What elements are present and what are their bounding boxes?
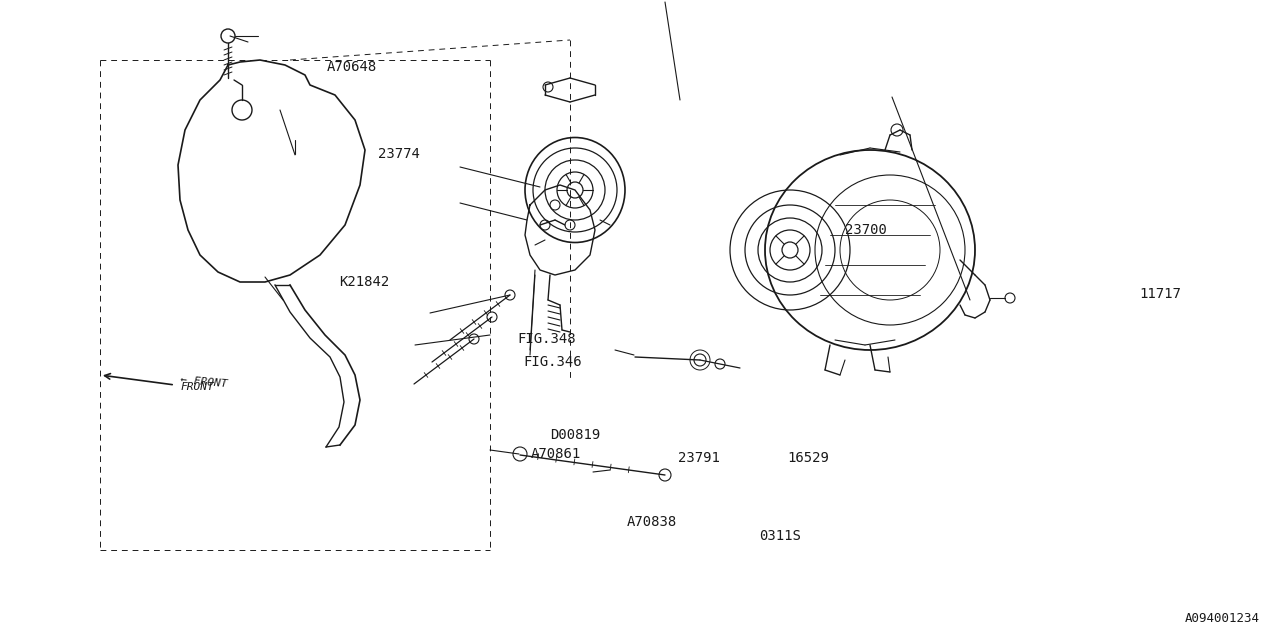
Text: 11717: 11717 bbox=[1139, 287, 1181, 301]
Text: K21842: K21842 bbox=[339, 275, 389, 289]
Text: A094001234: A094001234 bbox=[1185, 612, 1260, 625]
Text: A70861: A70861 bbox=[531, 447, 581, 461]
Text: 23700: 23700 bbox=[845, 223, 887, 237]
Text: A70648: A70648 bbox=[326, 60, 376, 74]
Text: ← FRONT: ← FRONT bbox=[180, 375, 228, 389]
Text: 23791: 23791 bbox=[678, 451, 721, 465]
Text: FRONT: FRONT bbox=[180, 382, 214, 392]
Text: 16529: 16529 bbox=[787, 451, 829, 465]
Text: FIG.348: FIG.348 bbox=[517, 332, 576, 346]
Text: 23774: 23774 bbox=[378, 147, 420, 161]
Text: 0311S: 0311S bbox=[759, 529, 801, 543]
Text: A70838: A70838 bbox=[627, 515, 677, 529]
Text: D00819: D00819 bbox=[550, 428, 600, 442]
Text: FIG.346: FIG.346 bbox=[524, 355, 582, 369]
